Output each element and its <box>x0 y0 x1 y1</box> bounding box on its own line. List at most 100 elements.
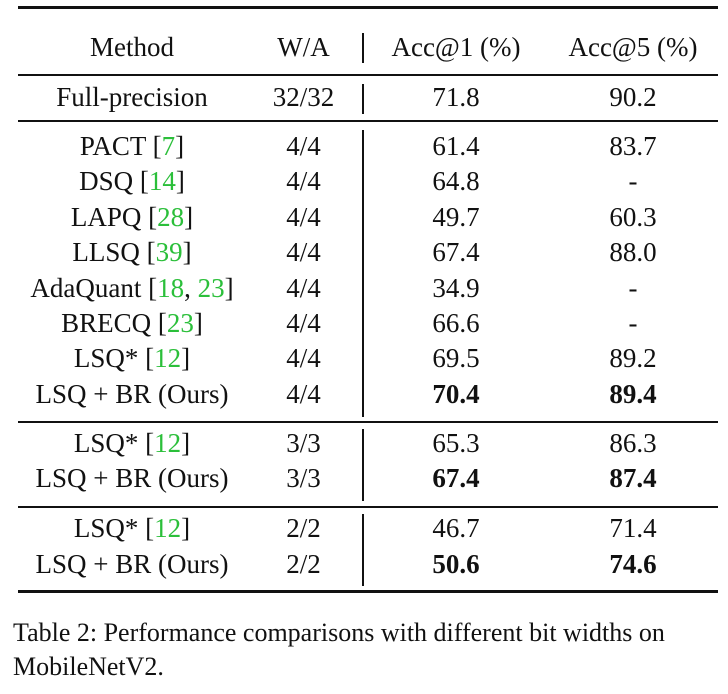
wa-cell: 4/4 <box>286 237 321 267</box>
table-caption: Table 2: Performance comparisons with di… <box>13 618 665 681</box>
bottom-rule <box>18 590 718 593</box>
table-row: DSQ [14] 4/4 64.8 - <box>18 163 718 199</box>
citation-link[interactable]: 7 <box>161 131 176 161</box>
wa-cell: 2/2 <box>286 549 321 579</box>
method-cell: LSQ* [12] <box>73 343 191 373</box>
acc5-cell: - <box>628 273 638 303</box>
acc1-cell: 69.5 <box>432 343 480 373</box>
method-cell: AdaQuant [18, 23] <box>30 273 234 303</box>
acc1-cell: 34.9 <box>432 273 480 303</box>
acc5-cell: 74.6 <box>609 549 657 579</box>
method-name: PACT <box>79 131 146 161</box>
column-separator <box>362 514 364 586</box>
wa-cell: 4/4 <box>286 131 321 161</box>
acc5-cell: 89.2 <box>609 343 657 373</box>
column-separator <box>362 33 364 63</box>
table-row: LLSQ [39] 4/4 67.4 88.0 <box>18 234 718 270</box>
method-cell: LSQ + BR (Ours) <box>18 546 246 582</box>
table-row: LSQ* [12] 2/2 46.7 71.4 <box>18 510 718 546</box>
citation-link[interactable]: 23 <box>166 308 194 338</box>
column-separator <box>362 130 364 417</box>
acc1-cell: 67.4 <box>432 237 480 267</box>
wa-cell: 3/3 <box>286 463 321 493</box>
method-name: LSQ* <box>73 513 139 543</box>
method-cell: PACT [7] <box>79 131 185 161</box>
acc1-cell: 70.4 <box>432 379 480 409</box>
header-acc1: Acc@1 (%) <box>391 32 521 62</box>
method-name: LSQ + BR (Ours) <box>35 549 229 579</box>
table-row: LSQ + BR (Ours) 4/4 70.4 89.4 <box>18 376 718 412</box>
acc5-cell: - <box>628 166 638 196</box>
method-name: DSQ <box>79 166 134 196</box>
method-name: BRECQ <box>61 308 152 338</box>
method-cell: LAPQ [28] <box>70 202 194 232</box>
acc1-cell: 64.8 <box>432 166 480 196</box>
acc5-cell: - <box>628 308 638 338</box>
full-precision-method: Full-precision <box>56 82 208 112</box>
method-name: LSQ + BR (Ours) <box>35 379 229 409</box>
acc1-cell: 61.4 <box>432 131 480 161</box>
citation-link[interactable]: 14 <box>148 166 176 196</box>
acc5-cell: 88.0 <box>609 237 657 267</box>
header-rule <box>18 74 718 76</box>
citation-link[interactable]: 12 <box>154 513 182 543</box>
method-cell: LSQ* [12] <box>73 428 191 458</box>
wa-cell: 4/4 <box>286 343 321 373</box>
table-row: BRECQ [23] 4/4 66.6 - <box>18 305 718 341</box>
table-row: LSQ* [12] 3/3 65.3 86.3 <box>18 425 718 461</box>
method-name: AdaQuant <box>30 273 142 303</box>
acc5-cell: 83.7 <box>609 131 657 161</box>
acc5-cell: 89.4 <box>609 379 657 409</box>
method-name: LSQ* <box>73 343 139 373</box>
section-rule-2 <box>18 421 718 423</box>
method-cell: LSQ + BR (Ours) <box>18 460 246 496</box>
method-name: LSQ* <box>73 428 139 458</box>
header-acc5: Acc@5 (%) <box>568 32 698 62</box>
full-precision-wa: 32/32 <box>272 82 335 112</box>
acc1-cell: 67.4 <box>432 463 480 493</box>
wa-cell: 4/4 <box>286 379 321 409</box>
wa-cell: 4/4 <box>286 202 321 232</box>
acc1-cell: 49.7 <box>432 202 480 232</box>
citation-link[interactable]: 12 <box>154 428 182 458</box>
method-cell: BRECQ [23] <box>61 308 203 338</box>
header-wa: W/A <box>277 32 330 62</box>
method-cell: LSQ* [12] <box>73 513 191 543</box>
citation-link[interactable]: 12 <box>154 343 182 373</box>
acc1-cell: 66.6 <box>432 308 480 338</box>
wa-cell: 4/4 <box>286 308 321 338</box>
acc5-cell: 71.4 <box>609 513 657 543</box>
section-rule-3 <box>18 506 718 508</box>
header-method: Method <box>90 32 174 62</box>
acc5-cell: 86.3 <box>609 428 657 458</box>
table-row: AdaQuant [18, 23] 4/4 34.9 - <box>18 270 718 306</box>
table-row: LSQ* [12] 4/4 69.5 89.2 <box>18 340 718 376</box>
table-row: LSQ + BR (Ours) 3/3 67.4 87.4 <box>18 460 718 496</box>
full-precision-acc1: 71.8 <box>432 82 480 112</box>
wa-cell: 4/4 <box>286 166 321 196</box>
acc1-cell: 65.3 <box>432 428 480 458</box>
citation-link[interactable]: 23 <box>197 273 225 303</box>
table-row: LSQ + BR (Ours) 2/2 50.6 74.6 <box>18 546 718 582</box>
full-precision-acc5: 90.2 <box>609 82 657 112</box>
wa-cell: 4/4 <box>286 273 321 303</box>
column-separator <box>362 84 364 114</box>
method-cell: DSQ [14] <box>79 166 185 196</box>
wa-cell: 2/2 <box>286 513 321 543</box>
acc5-cell: 87.4 <box>609 463 657 493</box>
full-precision-row: Full-precision 32/32 71.8 90.2 <box>18 79 718 115</box>
column-separator <box>362 429 364 501</box>
table-row: PACT [7] 4/4 61.4 83.7 <box>18 128 718 164</box>
acc5-cell: 60.3 <box>609 202 657 232</box>
citation-link[interactable]: 39 <box>155 237 183 267</box>
top-rule <box>18 6 718 9</box>
citation-link[interactable]: 28 <box>157 202 185 232</box>
method-cell: LSQ + BR (Ours) <box>18 376 246 412</box>
method-name: LSQ + BR (Ours) <box>35 463 229 493</box>
acc1-cell: 46.7 <box>432 513 480 543</box>
citation-link[interactable]: 18 <box>157 273 185 303</box>
method-cell: LLSQ [39] <box>72 237 192 267</box>
table-row: LAPQ [28] 4/4 49.7 60.3 <box>18 199 718 235</box>
header-row: Method W/A Acc@1 (%) Acc@5 (%) <box>18 29 718 65</box>
acc1-cell: 50.6 <box>432 549 480 579</box>
